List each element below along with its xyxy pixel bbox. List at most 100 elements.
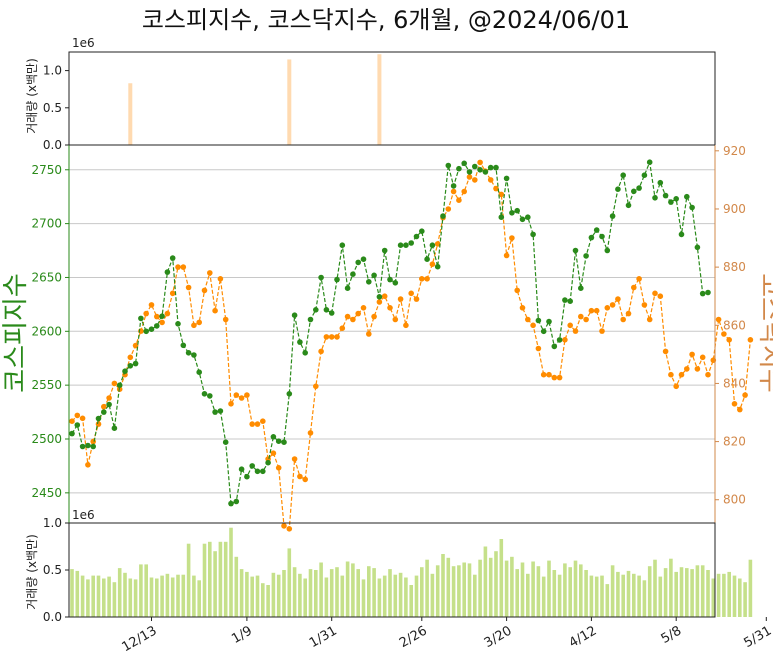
kospi-point [85,442,91,449]
kospi-point [503,175,510,182]
kosdaq-point [424,276,430,282]
bottom-volume-bar [80,575,85,617]
bottom-volume-bar [139,564,143,617]
kospi-ytick-label: 2750 [31,163,62,177]
kosdaq-point [684,366,690,372]
kospi-point [286,391,293,397]
kosdaq-point [662,348,669,355]
kosdaq-point [715,316,722,323]
kospi-point [222,439,229,446]
bottom-volume-bar [123,572,127,617]
kospi-point [551,343,558,350]
bottom-volume-bar [160,575,164,617]
kospi-point [265,459,271,466]
top-ytick-label: 0.0 [43,138,62,152]
bottom-offset-text: 1e6 [72,508,95,522]
kospi-point [95,415,102,422]
bottom-volume-bar [478,559,482,617]
kospi-point [79,443,86,450]
kosdaq-point [487,177,494,183]
kosdaq-point [313,383,319,390]
kosdaq-point [593,307,600,314]
kospi-point [424,256,430,263]
bottom-volume-bar [488,557,493,617]
kospi-axis-label: 코스피지수 [1,273,31,393]
kosdaq-point [636,276,642,282]
kosdaq-point [609,302,616,308]
kospi-point [445,162,452,169]
kospi-point [116,382,123,389]
kosdaq-point [678,371,685,378]
kosdaq-point [540,371,547,378]
bottom-volume-bar [282,570,286,617]
kosdaq-point [429,261,436,268]
kosdaq-point [472,177,478,183]
kospi-point [429,242,436,248]
kosdaq-point [392,316,399,323]
kospi-point [530,231,536,238]
kosdaq-point [699,354,706,361]
bottom-volume-bar [404,577,408,617]
top-panel-frame [68,51,716,146]
kospi-point [344,285,351,292]
kosdaq-point [477,159,483,166]
bottom-volume-bar [573,560,578,617]
kospi-point [535,317,542,324]
bottom-volume-bar [483,546,488,617]
bottom-volume-bar [155,578,159,617]
kospi-point [625,202,632,209]
kospi-point [196,369,202,376]
kosdaq-point [212,307,218,314]
kospi-ytick-label: 2700 [31,217,62,231]
bottom-volume-bar [192,575,196,617]
bottom-volume-bar [658,576,663,617]
kospi-point [413,233,420,240]
bottom-volume-bar [557,574,562,617]
bottom-volume-bar [335,567,339,617]
bottom-volume-bar [711,578,716,617]
kospi-point [233,498,240,505]
kosdaq-point [318,348,324,355]
kosdaq-point [583,316,589,323]
bottom-ylabel: 거래량 (x백만) [25,534,39,609]
kosdaq-point [381,293,388,300]
kosdaq-point [397,296,404,302]
bottom-volume-bar [181,574,186,617]
bottom-volume-bar [467,563,472,617]
kosdaq-point [355,310,362,317]
kospi-point [217,408,224,414]
xtick-label: 1/31 [307,623,340,651]
bottom-volume-bar [255,575,260,617]
bottom-volume-bar [287,548,292,617]
bottom-volume-bar [700,565,705,617]
kospi-point [588,234,595,241]
kosdaq-point [291,456,298,462]
bottom-volume-bar [541,576,546,617]
bottom-volume-bar [727,571,731,617]
kosdaq-point [228,401,234,407]
kospi-point [689,204,695,211]
bottom-volume-bar [107,576,111,617]
kospi-point [185,350,192,356]
bottom-volume-bar [515,569,519,617]
kospi-point [466,169,473,175]
kosdaq-point [387,305,393,311]
kosdaq-point [233,392,240,398]
bottom-volume-bar [250,576,254,617]
kosdaq-point [154,313,160,320]
kosdaq-point [185,284,192,291]
kospi-point [387,276,393,283]
kospi-point [228,500,234,507]
kospi-point [244,473,250,480]
kosdaq-point [578,313,584,320]
bottom-volume-bar [245,571,249,617]
bottom-volume-bar [170,577,175,617]
bottom-ytick-label: 0.0 [43,610,62,624]
kospi-point [302,350,309,356]
bottom-volume-bar [748,559,753,617]
kosdaq-point [747,337,754,343]
kospi-point [297,339,303,345]
kospi-point [615,186,621,192]
xtick-label: 2/26 [397,623,430,651]
kospi-point [408,240,415,246]
